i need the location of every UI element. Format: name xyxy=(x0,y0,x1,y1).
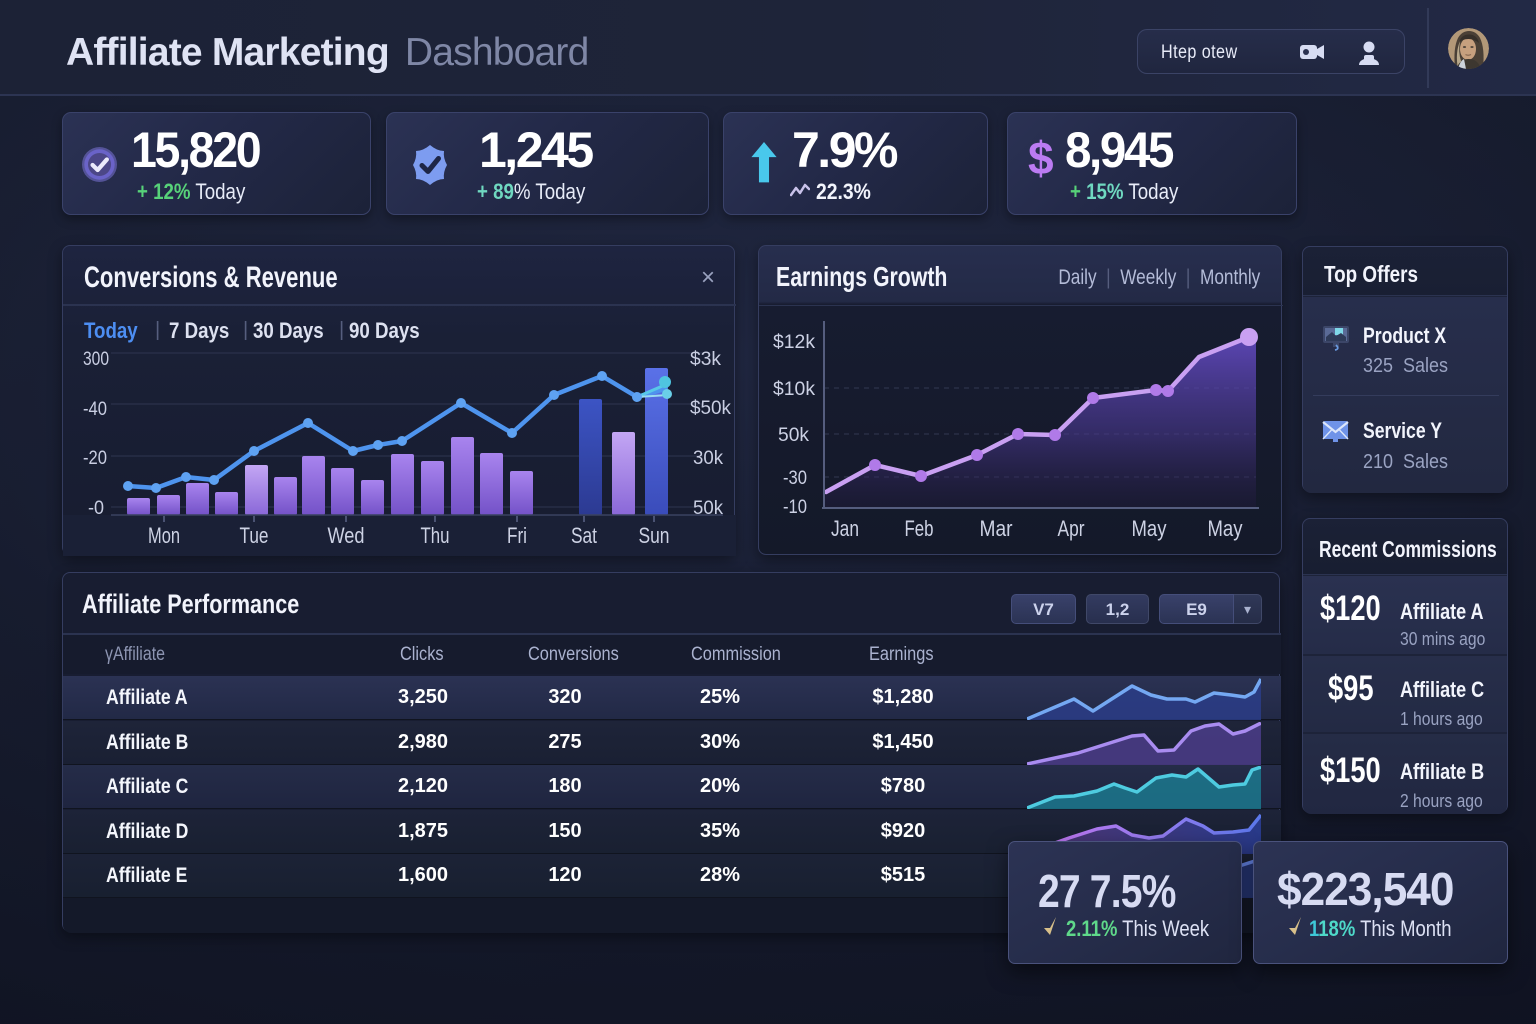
svg-text:-40: -40 xyxy=(83,399,107,420)
svg-text:-0: -0 xyxy=(88,498,104,519)
svg-text:$50k: $50k xyxy=(690,398,731,419)
svg-text:50k: 50k xyxy=(693,498,723,519)
svg-text:May: May xyxy=(1208,516,1243,541)
svg-text:Fri: Fri xyxy=(507,523,527,548)
svg-text:$3k: $3k xyxy=(690,349,721,370)
svg-text:$10k: $10k xyxy=(773,379,816,400)
svg-text:Feb: Feb xyxy=(905,516,934,541)
svg-text:Mar: Mar xyxy=(980,516,1013,541)
svg-text:Apr: Apr xyxy=(1058,516,1085,541)
svg-text:-30: -30 xyxy=(783,468,807,489)
svg-text:Wed: Wed xyxy=(328,523,365,548)
svg-text:-20: -20 xyxy=(83,448,107,469)
svg-text:-10: -10 xyxy=(783,497,807,518)
svg-text:300: 300 xyxy=(83,349,109,370)
svg-text:30k: 30k xyxy=(693,448,723,469)
svg-text:Sat: Sat xyxy=(571,523,597,548)
svg-text:Jan: Jan xyxy=(831,516,859,541)
svg-text:May: May xyxy=(1132,516,1167,541)
svg-text:Mon: Mon xyxy=(148,523,180,548)
svg-text:Sun: Sun xyxy=(639,523,670,548)
svg-text:Thu: Thu xyxy=(421,523,450,548)
svg-text:Tue: Tue xyxy=(240,523,269,548)
svg-text:$12k: $12k xyxy=(773,332,816,353)
svg-text:50k: 50k xyxy=(778,425,809,446)
